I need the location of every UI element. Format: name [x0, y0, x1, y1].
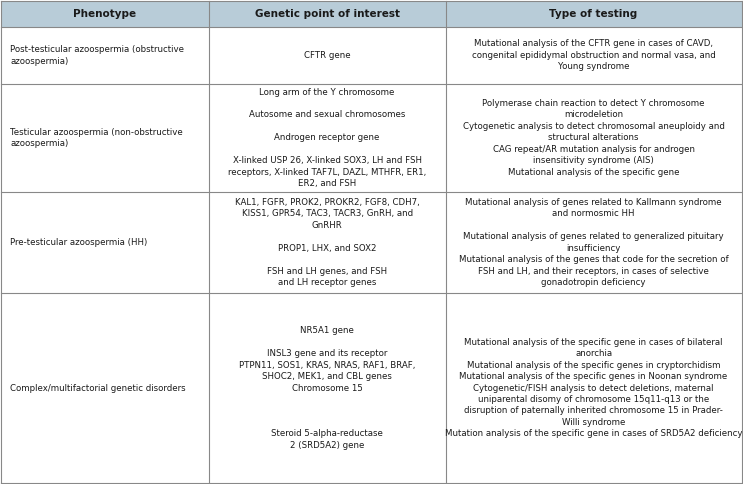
Text: Testicular azoospermia (non-obstructive
azoospermia): Testicular azoospermia (non-obstructive … — [10, 128, 183, 148]
Text: CFTR gene: CFTR gene — [304, 51, 351, 60]
Text: Long arm of the Y chromosome

Autosome and sexual chromosomes

Androgen receptor: Long arm of the Y chromosome Autosome an… — [228, 88, 426, 188]
Text: Genetic point of interest: Genetic point of interest — [255, 9, 400, 19]
Text: Mutational analysis of genes related to Kallmann syndrome
and normosmic HH

Muta: Mutational analysis of genes related to … — [458, 198, 728, 287]
Text: Complex/multifactorial genetic disorders: Complex/multifactorial genetic disorders — [10, 383, 186, 393]
Text: Mutational analysis of the CFTR gene in cases of CAVD,
congenital epididymal obs: Mutational analysis of the CFTR gene in … — [472, 39, 716, 71]
Text: NR5A1 gene

INSL3 gene and its receptor
PTPN11, SOS1, KRAS, NRAS, RAF1, BRAF,
SH: NR5A1 gene INSL3 gene and its receptor P… — [239, 326, 415, 450]
Text: Type of testing: Type of testing — [549, 9, 637, 19]
Text: KAL1, FGFR, PROK2, PROKR2, FGF8, CDH7,
KISS1, GPR54, TAC3, TACR3, GnRH, and
GnRH: KAL1, FGFR, PROK2, PROKR2, FGF8, CDH7, K… — [235, 198, 420, 287]
Text: Mutational analysis of the specific gene in cases of bilateral
anorchia
Mutation: Mutational analysis of the specific gene… — [445, 338, 742, 439]
Text: Polymerase chain reaction to detect Y chromosome
microdeletion
Cytogenetic analy: Polymerase chain reaction to detect Y ch… — [463, 99, 724, 177]
Text: Phenotype: Phenotype — [74, 9, 137, 19]
Bar — [1, 1, 742, 27]
Text: Pre-testicular azoospermia (HH): Pre-testicular azoospermia (HH) — [10, 238, 148, 247]
Text: Post-testicular azoospermia (obstructive
azoospermia): Post-testicular azoospermia (obstructive… — [10, 45, 184, 65]
